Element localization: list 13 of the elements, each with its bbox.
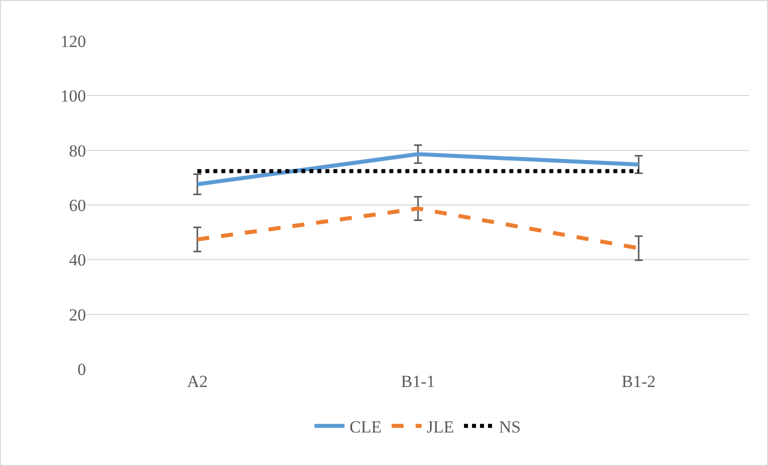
x-tick-label: B1-2 bbox=[622, 372, 656, 391]
y-tick-label: 0 bbox=[78, 360, 86, 379]
legend-label: NS bbox=[499, 418, 521, 437]
y-tick-label: 60 bbox=[69, 196, 86, 215]
y-tick-label: 100 bbox=[60, 86, 86, 106]
y-tick-label: 40 bbox=[69, 250, 86, 270]
legend-label: CLE bbox=[350, 418, 382, 437]
y-tick-label: 120 bbox=[60, 32, 86, 51]
x-tick-label: B1-1 bbox=[401, 372, 435, 391]
y-tick-label: 20 bbox=[69, 305, 86, 324]
y-tick-label: 80 bbox=[69, 141, 86, 160]
legend-label: JLE bbox=[426, 418, 454, 437]
x-tick-label: A2 bbox=[186, 372, 208, 391]
